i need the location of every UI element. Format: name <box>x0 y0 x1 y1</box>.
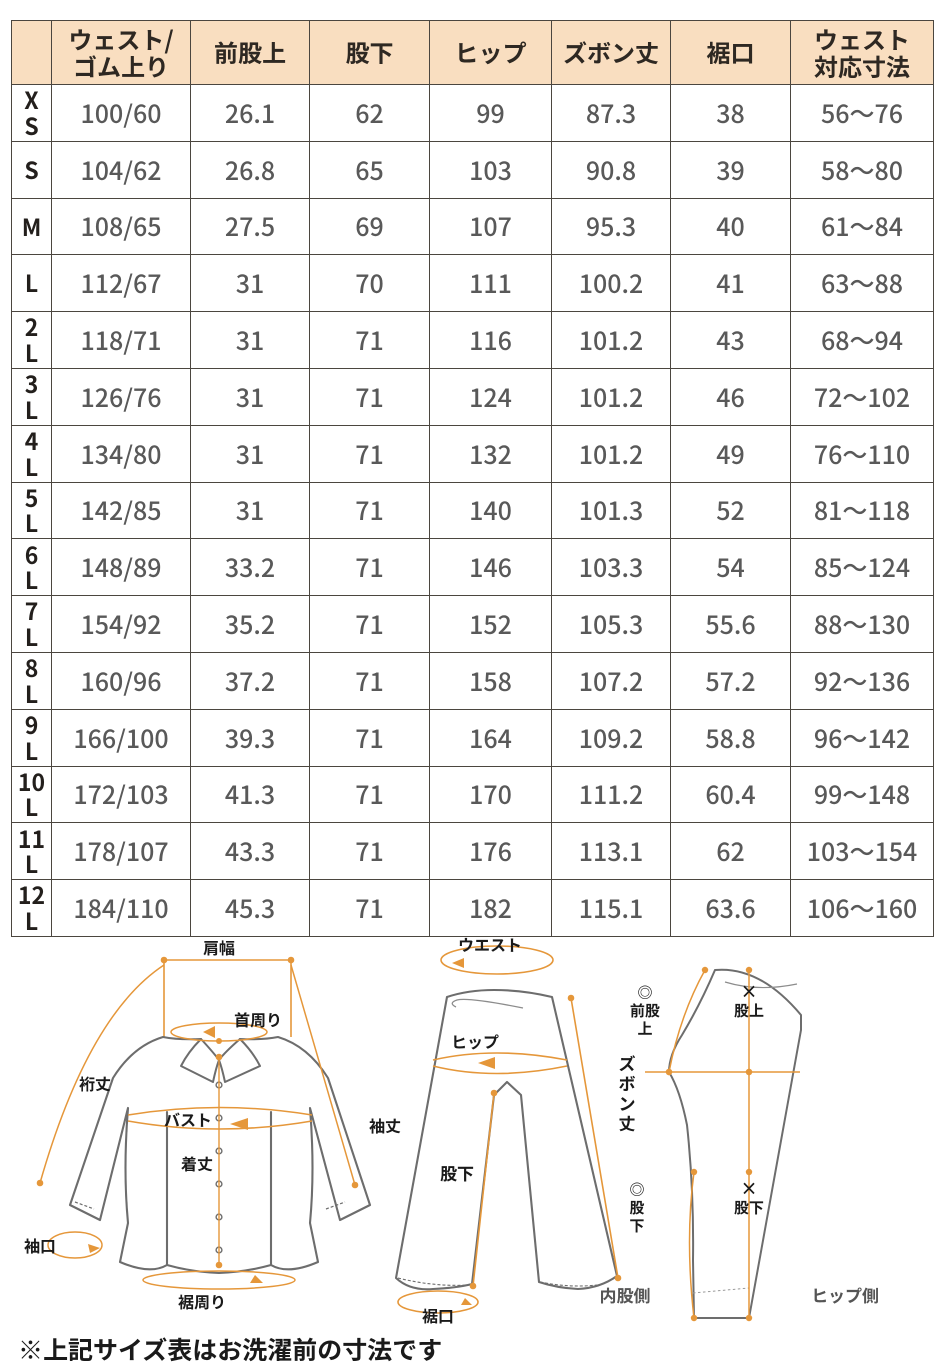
svg-text:股下: 股下 <box>734 1197 764 1218</box>
svg-text:内股側: 内股側 <box>600 1282 651 1307</box>
svg-text:上: 上 <box>637 1018 652 1039</box>
svg-text:下: 下 <box>629 1215 644 1236</box>
svg-text:股上: 股上 <box>734 1000 764 1021</box>
svg-text:ヒップ側: ヒップ側 <box>811 1282 879 1307</box>
